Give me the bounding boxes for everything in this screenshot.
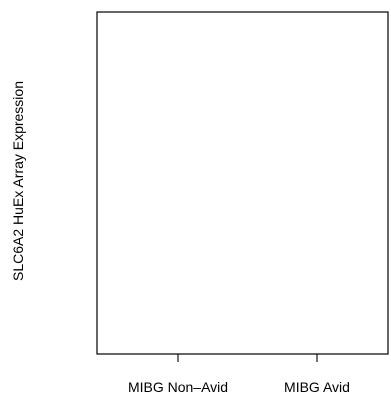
plot-frame: [96, 11, 389, 355]
y-axis-title: SLC6A2 HuEx Array Expression: [10, 81, 26, 281]
x-tick-label-avid: MIBG Avid: [284, 379, 350, 395]
x-tick-label-non-avid: MIBG Non–Avid: [128, 379, 228, 395]
